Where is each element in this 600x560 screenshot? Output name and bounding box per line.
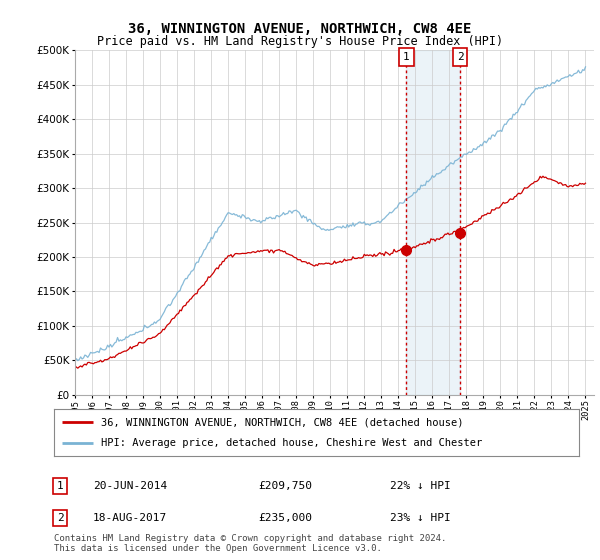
Text: 18-AUG-2017: 18-AUG-2017 xyxy=(93,513,167,523)
Text: 1: 1 xyxy=(403,52,410,62)
Text: 22% ↓ HPI: 22% ↓ HPI xyxy=(390,481,451,491)
Text: 2: 2 xyxy=(56,513,64,523)
Text: 23% ↓ HPI: 23% ↓ HPI xyxy=(390,513,451,523)
Text: 2: 2 xyxy=(457,52,463,62)
Text: £209,750: £209,750 xyxy=(258,481,312,491)
Text: Price paid vs. HM Land Registry's House Price Index (HPI): Price paid vs. HM Land Registry's House … xyxy=(97,35,503,48)
Text: 1: 1 xyxy=(56,481,64,491)
Text: HPI: Average price, detached house, Cheshire West and Chester: HPI: Average price, detached house, Ches… xyxy=(101,438,482,448)
Bar xyxy=(406,50,460,395)
Text: £235,000: £235,000 xyxy=(258,513,312,523)
Text: 20-JUN-2014: 20-JUN-2014 xyxy=(93,481,167,491)
Text: 36, WINNINGTON AVENUE, NORTHWICH, CW8 4EE (detached house): 36, WINNINGTON AVENUE, NORTHWICH, CW8 4E… xyxy=(101,417,464,427)
Text: 36, WINNINGTON AVENUE, NORTHWICH, CW8 4EE: 36, WINNINGTON AVENUE, NORTHWICH, CW8 4E… xyxy=(128,22,472,36)
Text: Contains HM Land Registry data © Crown copyright and database right 2024.
This d: Contains HM Land Registry data © Crown c… xyxy=(54,534,446,553)
